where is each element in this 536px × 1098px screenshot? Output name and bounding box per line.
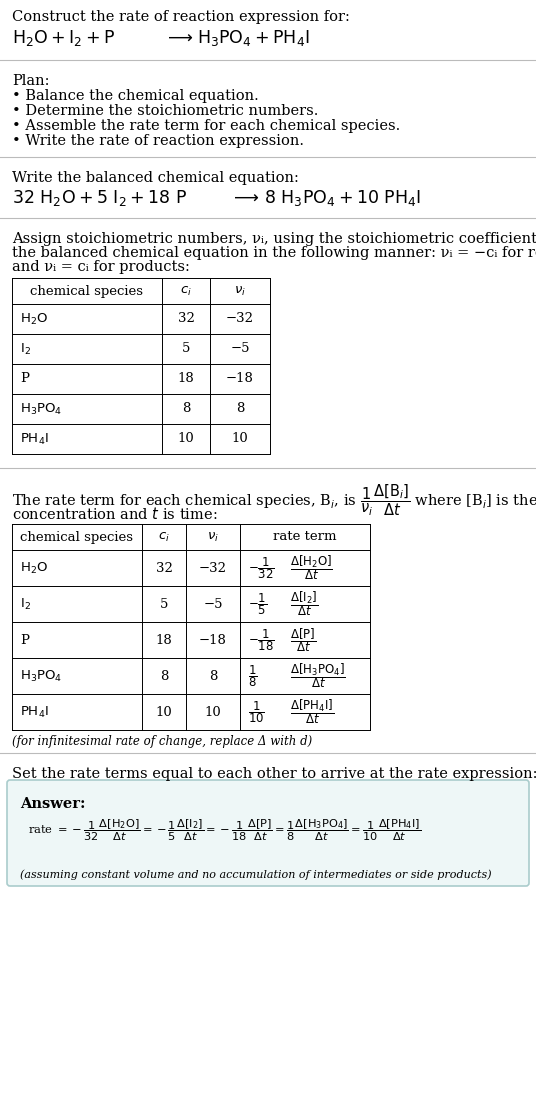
Text: 8: 8 (236, 403, 244, 415)
Text: $\mathrm{H_2O + I_2 + P}$: $\mathrm{H_2O + I_2 + P}$ (12, 29, 115, 48)
Text: P: P (20, 634, 29, 647)
Text: $\dfrac{1}{8}$: $\dfrac{1}{8}$ (248, 663, 257, 688)
Text: $\longrightarrow$: $\longrightarrow$ (164, 29, 193, 46)
Text: 18: 18 (155, 634, 173, 647)
Text: −18: −18 (226, 372, 254, 385)
Text: −5: −5 (230, 343, 250, 356)
Text: $\mathrm{8\ H_3PO_4 + 10\ PH_4I}$: $\mathrm{8\ H_3PO_4 + 10\ PH_4I}$ (264, 188, 421, 208)
Text: and νᵢ = cᵢ for products:: and νᵢ = cᵢ for products: (12, 260, 190, 274)
Text: 8: 8 (160, 670, 168, 683)
Text: $\dfrac{\Delta[\mathrm{H_3PO_4}]}{\Delta t}$: $\dfrac{\Delta[\mathrm{H_3PO_4}]}{\Delta… (290, 662, 346, 691)
Text: $-\dfrac{1}{5}$: $-\dfrac{1}{5}$ (248, 591, 267, 617)
Text: $\mathrm{PH_4I}$: $\mathrm{PH_4I}$ (20, 705, 49, 719)
Text: 10: 10 (155, 706, 173, 718)
Text: −32: −32 (226, 313, 254, 325)
Text: $-\dfrac{1}{18}$: $-\dfrac{1}{18}$ (248, 627, 275, 653)
Text: $-\dfrac{1}{32}$: $-\dfrac{1}{32}$ (248, 556, 275, 581)
Text: $\nu_i$: $\nu_i$ (207, 530, 219, 544)
Text: $\mathrm{PH_4I}$: $\mathrm{PH_4I}$ (20, 432, 49, 447)
Text: $\mathrm{32\ H_2O + 5\ I_2 + 18\ P}$: $\mathrm{32\ H_2O + 5\ I_2 + 18\ P}$ (12, 188, 188, 208)
Text: concentration and $t$ is time:: concentration and $t$ is time: (12, 506, 218, 522)
Text: $\mathrm{H_3PO_4 + PH_4I}$: $\mathrm{H_3PO_4 + PH_4I}$ (197, 29, 310, 48)
Text: (for infinitesimal rate of change, replace Δ with d): (for infinitesimal rate of change, repla… (12, 735, 312, 748)
Text: $\dfrac{\Delta[\mathrm{H_2O}]}{\Delta t}$: $\dfrac{\Delta[\mathrm{H_2O}]}{\Delta t}… (290, 553, 333, 582)
Text: The rate term for each chemical species, B$_\mathit{i}$, is $\dfrac{1}{\nu_i}\df: The rate term for each chemical species,… (12, 482, 536, 517)
Text: 18: 18 (177, 372, 195, 385)
Text: • Determine the stoichiometric numbers.: • Determine the stoichiometric numbers. (12, 104, 318, 117)
Text: $c_i$: $c_i$ (180, 284, 192, 298)
Text: 5: 5 (182, 343, 190, 356)
Text: $\dfrac{\Delta[\mathrm{I_2}]}{\Delta t}$: $\dfrac{\Delta[\mathrm{I_2}]}{\Delta t}$ (290, 590, 318, 618)
Text: Assign stoichiometric numbers, νᵢ, using the stoichiometric coefficients, cᵢ, fr: Assign stoichiometric numbers, νᵢ, using… (12, 232, 536, 246)
Text: $\dfrac{\Delta[\mathrm{P}]}{\Delta t}$: $\dfrac{\Delta[\mathrm{P}]}{\Delta t}$ (290, 626, 316, 653)
Text: 32: 32 (177, 313, 195, 325)
Text: • Write the rate of reaction expression.: • Write the rate of reaction expression. (12, 134, 304, 148)
Text: Write the balanced chemical equation:: Write the balanced chemical equation: (12, 171, 299, 184)
Text: 32: 32 (155, 561, 173, 574)
Text: 5: 5 (160, 597, 168, 610)
Text: $\mathrm{H_2O}$: $\mathrm{H_2O}$ (20, 560, 48, 575)
Text: $\mathrm{H_2O}$: $\mathrm{H_2O}$ (20, 312, 48, 326)
Text: (assuming constant volume and no accumulation of intermediates or side products): (assuming constant volume and no accumul… (20, 869, 492, 879)
Text: Set the rate terms equal to each other to arrive at the rate expression:: Set the rate terms equal to each other t… (12, 768, 536, 781)
Text: the balanced chemical equation in the following manner: νᵢ = −cᵢ for reactants: the balanced chemical equation in the fo… (12, 246, 536, 260)
FancyBboxPatch shape (7, 780, 529, 886)
Text: $\longrightarrow$: $\longrightarrow$ (230, 188, 259, 206)
Text: • Balance the chemical equation.: • Balance the chemical equation. (12, 89, 259, 103)
Text: 8: 8 (209, 670, 217, 683)
Text: Plan:: Plan: (12, 74, 49, 88)
Text: Construct the rate of reaction expression for:: Construct the rate of reaction expressio… (12, 10, 350, 24)
Text: rate term: rate term (273, 530, 337, 544)
Text: 10: 10 (177, 433, 195, 446)
Text: 10: 10 (232, 433, 248, 446)
Text: $\mathrm{I_2}$: $\mathrm{I_2}$ (20, 341, 31, 357)
Text: 10: 10 (205, 706, 221, 718)
Text: Answer:: Answer: (20, 797, 86, 811)
Text: $\mathrm{H_3PO_4}$: $\mathrm{H_3PO_4}$ (20, 669, 62, 684)
Text: 8: 8 (182, 403, 190, 415)
Text: $\dfrac{1}{10}$: $\dfrac{1}{10}$ (248, 699, 265, 725)
Text: $\mathrm{H_3PO_4}$: $\mathrm{H_3PO_4}$ (20, 402, 62, 416)
Text: −18: −18 (199, 634, 227, 647)
Text: $c_i$: $c_i$ (158, 530, 170, 544)
Text: chemical species: chemical species (20, 530, 133, 544)
Text: • Assemble the rate term for each chemical species.: • Assemble the rate term for each chemic… (12, 119, 400, 133)
Text: $\mathrm{I_2}$: $\mathrm{I_2}$ (20, 596, 31, 612)
Text: rate $= -\dfrac{1}{32}\dfrac{\Delta[\mathrm{H_2O}]}{\Delta t}= -\dfrac{1}{5}\dfr: rate $= -\dfrac{1}{32}\dfrac{\Delta[\mat… (28, 817, 421, 842)
Text: −5: −5 (203, 597, 223, 610)
Text: $\dfrac{\Delta[\mathrm{PH_4I}]}{\Delta t}$: $\dfrac{\Delta[\mathrm{PH_4I}]}{\Delta t… (290, 697, 334, 727)
Text: $\nu_i$: $\nu_i$ (234, 284, 246, 298)
Text: −32: −32 (199, 561, 227, 574)
Text: P: P (20, 372, 29, 385)
Text: chemical species: chemical species (31, 284, 144, 298)
